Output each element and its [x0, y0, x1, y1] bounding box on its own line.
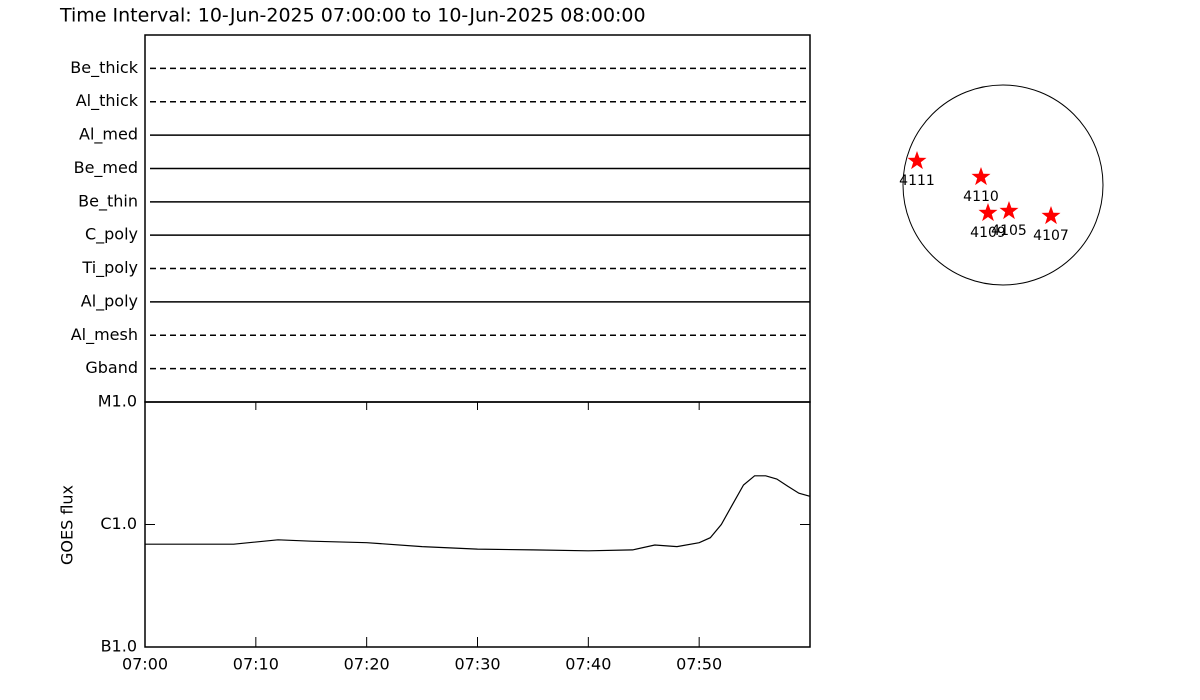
filter-label: Be_med [74, 158, 138, 178]
filter-label: C_poly [85, 225, 138, 245]
x-tick-label: 07:30 [454, 655, 500, 674]
region-label: 4105 [991, 223, 1027, 239]
x-tick-label: 07:40 [565, 655, 611, 674]
region-label: 4111 [899, 173, 935, 189]
region-label: 4110 [963, 189, 999, 205]
x-tick-label: 07:00 [122, 655, 168, 674]
x-tick-label: 07:50 [676, 655, 722, 674]
filter-label: Be_thick [70, 58, 138, 78]
chart-title: Time Interval: 10-Jun-2025 07:00:00 to 1… [59, 5, 646, 27]
goes-frame [144, 401, 811, 648]
filter-label: Ti_poly [81, 258, 138, 278]
region-marker [971, 167, 991, 186]
region-marker [1041, 206, 1061, 225]
x-tick-label: 07:10 [233, 655, 279, 674]
filter-label: Be_thin [78, 191, 138, 211]
filter-frame [144, 34, 811, 403]
region-label: 4109 [970, 225, 1006, 241]
region-marker [907, 151, 927, 170]
y-tick-label: C1.0 [100, 514, 137, 533]
region-label: 4107 [1033, 228, 1069, 244]
solar-disk [902, 84, 1104, 286]
y-tick-label: B1.0 [101, 637, 137, 656]
filter-label: Al_mesh [71, 325, 138, 345]
goes-line [145, 475, 811, 552]
region-marker [999, 201, 1019, 220]
x-tick-label: 07:20 [344, 655, 390, 674]
y-axis-label: GOES flux [58, 485, 77, 565]
region-marker [978, 203, 998, 222]
y-tick-label: M1.0 [98, 392, 137, 411]
filter-label: Al_poly [81, 291, 138, 311]
filter-label: Al_med [79, 125, 138, 145]
filter-label: Al_thick [76, 91, 139, 111]
filter-label: Gband [85, 358, 138, 377]
